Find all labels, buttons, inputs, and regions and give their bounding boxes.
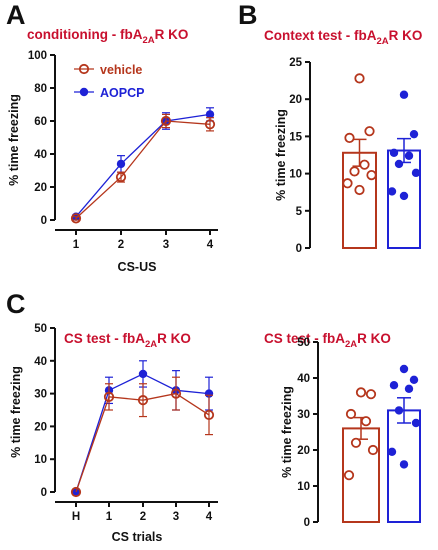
data-point bbox=[394, 406, 404, 415]
x-tick-label: 4 bbox=[207, 239, 214, 251]
y-tick-label: 100 bbox=[28, 50, 47, 62]
y-tick-label: 60 bbox=[34, 116, 47, 128]
y-tick-label: 20 bbox=[297, 445, 310, 457]
data-point bbox=[389, 381, 399, 390]
data-point bbox=[349, 166, 360, 177]
y-tick-label: 30 bbox=[34, 389, 47, 401]
x-tick-label: 1 bbox=[106, 511, 113, 523]
data-point bbox=[70, 213, 82, 224]
x-tick-label: 3 bbox=[173, 511, 179, 523]
y-tick-label: 40 bbox=[34, 356, 47, 368]
legend-label: AOPCP bbox=[100, 86, 144, 100]
data-point bbox=[366, 169, 377, 181]
data-point bbox=[389, 148, 399, 157]
data-point bbox=[360, 416, 372, 427]
y-tick-label: 50 bbox=[297, 337, 310, 349]
y-tick-label: 5 bbox=[296, 206, 303, 218]
series-line-vehicle bbox=[75, 120, 211, 219]
panel-title: Context test - fbA2AR KO bbox=[264, 28, 422, 47]
data-point bbox=[344, 132, 355, 143]
data-point bbox=[411, 168, 421, 178]
data-point bbox=[409, 375, 419, 384]
x-axis-label: CS trials bbox=[112, 530, 163, 544]
y-tick-label: 80 bbox=[34, 83, 47, 95]
data-point bbox=[170, 388, 182, 399]
data-point bbox=[394, 159, 404, 169]
panel-letter: A bbox=[6, 0, 26, 30]
data-point bbox=[205, 110, 215, 119]
data-point bbox=[204, 119, 216, 130]
data-point bbox=[399, 90, 409, 99]
y-tick-label: 30 bbox=[297, 409, 310, 421]
y-tick-label: 15 bbox=[289, 131, 302, 143]
data-point bbox=[343, 470, 355, 481]
legend-label: vehicle bbox=[100, 63, 142, 77]
panel-letter: B bbox=[238, 0, 258, 30]
data-point bbox=[160, 115, 172, 127]
data-point bbox=[365, 389, 377, 400]
data-point bbox=[203, 409, 215, 421]
data-point bbox=[404, 151, 414, 160]
y-tick-label: 50 bbox=[34, 323, 47, 335]
data-point bbox=[387, 447, 397, 456]
data-point bbox=[399, 364, 409, 374]
data-point bbox=[411, 418, 421, 428]
x-axis-label: CS-US bbox=[118, 260, 157, 274]
y-tick-label: 20 bbox=[289, 94, 302, 106]
data-point bbox=[138, 369, 148, 379]
y-tick-label: 25 bbox=[289, 57, 302, 69]
data-point bbox=[354, 184, 365, 196]
legend-marker bbox=[78, 63, 90, 75]
data-point bbox=[70, 486, 82, 498]
bar-vehicle bbox=[342, 151, 377, 250]
data-point bbox=[367, 444, 379, 456]
y-tick-label: 10 bbox=[297, 481, 310, 493]
legend-marker bbox=[79, 87, 89, 97]
x-tick-label: H bbox=[72, 511, 80, 523]
data-point bbox=[342, 178, 353, 189]
y-tick-label: 10 bbox=[289, 169, 302, 181]
y-tick-label: 0 bbox=[296, 243, 302, 255]
panel-title: CS test - fbA2AR KO bbox=[264, 331, 391, 350]
data-point bbox=[364, 126, 375, 137]
y-tick-label: 0 bbox=[41, 215, 47, 227]
data-point bbox=[409, 129, 419, 139]
data-point bbox=[116, 159, 126, 169]
y-tick-label: 40 bbox=[297, 373, 310, 385]
y-axis-label: % time freezing bbox=[7, 94, 21, 186]
y-axis-label: % time freezing bbox=[9, 366, 23, 458]
data-point bbox=[350, 437, 362, 448]
x-tick-label: 2 bbox=[118, 239, 124, 251]
data-point bbox=[137, 395, 149, 406]
data-point bbox=[399, 460, 409, 469]
y-tick-label: 10 bbox=[34, 454, 47, 466]
data-point bbox=[404, 384, 414, 393]
panel-title: conditioning - fbA2AR KO bbox=[27, 27, 188, 46]
x-tick-label: 3 bbox=[163, 239, 169, 251]
y-tick-label: 20 bbox=[34, 421, 47, 433]
x-tick-label: 2 bbox=[140, 511, 146, 523]
y-tick-label: 0 bbox=[41, 487, 47, 499]
data-point bbox=[115, 172, 127, 183]
y-tick-label: 20 bbox=[34, 182, 47, 194]
y-axis-label: % time freezing bbox=[280, 386, 294, 478]
data-point bbox=[103, 391, 115, 402]
y-tick-label: 0 bbox=[304, 517, 310, 529]
y-tick-label: 40 bbox=[34, 149, 47, 161]
panel-title: CS test - fbA2AR KO bbox=[64, 331, 191, 350]
x-tick-label: 1 bbox=[73, 239, 80, 251]
data-point bbox=[399, 191, 409, 201]
panel-letter: C bbox=[6, 289, 26, 319]
y-axis-label: % time freezing bbox=[274, 109, 288, 201]
data-point bbox=[359, 159, 370, 170]
data-point bbox=[387, 187, 397, 196]
series-line-aopcp bbox=[75, 113, 211, 218]
data-point bbox=[355, 387, 367, 398]
x-tick-label: 4 bbox=[206, 511, 213, 523]
data-point bbox=[354, 73, 365, 84]
data-point bbox=[345, 408, 357, 420]
